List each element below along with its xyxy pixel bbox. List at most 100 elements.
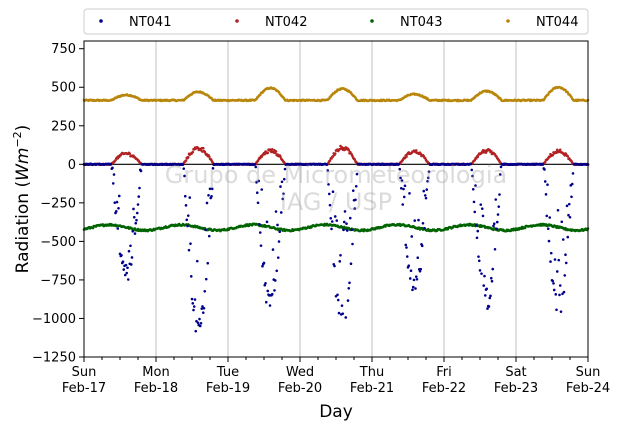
point-nt041 [124, 263, 128, 267]
point-nt042 [207, 155, 211, 158]
point-nt041 [570, 195, 573, 199]
point-nt041 [340, 304, 344, 307]
point-nt041 [337, 311, 341, 315]
point-nt042 [347, 148, 351, 152]
point-nt041 [129, 244, 132, 248]
point-nt041 [489, 276, 493, 280]
watermark-line-1: Grupo de Micrometeorologia [165, 161, 507, 189]
point-nt041 [498, 193, 501, 196]
point-nt041 [117, 206, 120, 210]
point-nt041 [400, 179, 404, 182]
point-nt041 [342, 220, 346, 224]
point-nt041 [331, 190, 335, 194]
point-nt041 [134, 221, 138, 225]
point-nt041 [186, 214, 190, 217]
point-nt041 [116, 227, 120, 230]
point-nt041 [255, 181, 258, 184]
point-nt041 [565, 204, 569, 208]
point-nt042 [489, 150, 493, 153]
point-nt042 [555, 151, 558, 154]
point-nt042 [270, 148, 274, 151]
point-nt041 [558, 293, 561, 297]
point-nt041 [487, 305, 491, 308]
point-nt041 [280, 180, 284, 184]
x-tick-label-date: Feb-23 [494, 381, 538, 396]
point-nt041 [135, 211, 139, 215]
point-nt041 [279, 185, 282, 188]
x-tick-label-day: Thu [359, 365, 384, 380]
point-nt041 [201, 305, 204, 308]
x-tick-label-day: Mon [142, 365, 169, 380]
point-nt041 [111, 182, 115, 185]
point-nt041 [188, 196, 192, 199]
x-axis: SunFeb-17MonFeb-18TueFeb-19WedFeb-20ThuF… [62, 357, 610, 396]
point-nt041 [192, 305, 196, 308]
y-tick-label: −500 [40, 235, 76, 250]
point-nt041 [262, 261, 266, 265]
point-nt041 [426, 179, 429, 183]
point-nt041 [339, 253, 342, 257]
point-nt041 [351, 189, 355, 192]
point-nt041 [127, 249, 131, 253]
point-nt041 [271, 248, 275, 251]
point-nt041 [132, 207, 135, 211]
point-nt041 [564, 253, 567, 256]
point-nt041 [125, 271, 129, 275]
point-nt041 [398, 167, 402, 171]
point-nt041 [279, 211, 283, 214]
point-nt041 [411, 288, 414, 292]
point-nt041 [479, 203, 483, 206]
point-nt041 [354, 184, 358, 188]
y-tick-label: 250 [51, 119, 76, 134]
point-nt041 [477, 259, 481, 263]
point-nt042 [263, 152, 267, 156]
point-nt041 [474, 184, 477, 187]
y-tick-label: −1250 [32, 351, 76, 366]
point-nt042 [551, 153, 555, 157]
point-nt041 [333, 215, 337, 218]
point-nt041 [543, 168, 546, 171]
point-nt041 [113, 201, 117, 204]
point-nt042 [473, 158, 477, 162]
y-axis: −1250 −1000 −750 −500 −250 0 250 500 750 [32, 42, 84, 366]
point-nt041 [258, 223, 261, 226]
point-nt041 [336, 293, 339, 297]
y-tick-label: 500 [51, 81, 76, 96]
point-nt041 [199, 322, 203, 325]
point-nt042 [184, 159, 188, 162]
point-nt041 [117, 194, 121, 198]
point-nt041 [198, 324, 202, 328]
point-nt041 [282, 192, 285, 195]
point-nt042 [333, 152, 337, 155]
point-nt041 [474, 224, 478, 227]
point-nt041 [555, 270, 559, 273]
point-nt041 [404, 243, 408, 247]
point-nt041 [489, 294, 492, 298]
point-nt041 [139, 169, 143, 173]
point-nt041 [415, 277, 419, 281]
point-nt041 [202, 306, 206, 310]
point-nt041 [348, 281, 351, 285]
legend-marker [235, 19, 239, 23]
point-nt041 [275, 269, 279, 273]
point-nt041 [120, 253, 123, 257]
x-gridlines [155, 41, 517, 357]
point-nt041 [422, 189, 426, 193]
point-nt041 [401, 203, 405, 206]
point-nt041 [551, 279, 555, 283]
x-tick-label-date: Feb-21 [350, 381, 394, 396]
point-nt041 [549, 251, 553, 255]
point-nt041 [559, 310, 563, 313]
point-nt041 [475, 236, 479, 240]
point-nt041 [274, 210, 278, 213]
point-nt041 [568, 215, 572, 219]
point-nt042 [266, 151, 270, 155]
point-nt041 [471, 174, 474, 178]
point-nt041 [491, 267, 495, 271]
point-nt041 [496, 213, 500, 216]
point-nt041 [414, 287, 417, 290]
point-nt041 [412, 278, 416, 282]
point-nt041 [183, 174, 186, 178]
point-nt041 [554, 293, 558, 296]
